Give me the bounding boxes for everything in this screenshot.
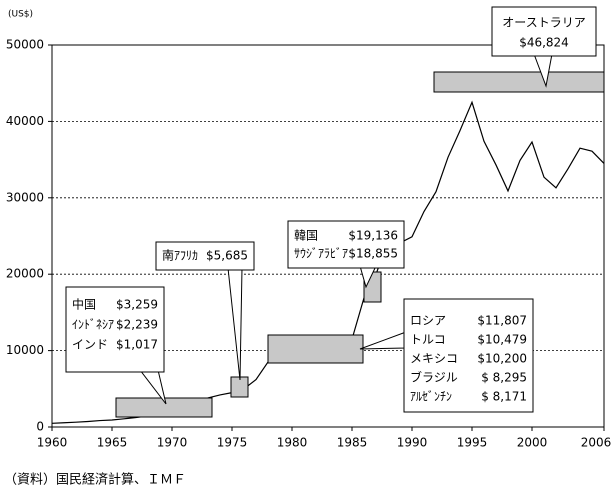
callout-name: メキシコ — [410, 352, 458, 366]
callout-value: $19,136 — [348, 229, 398, 243]
callout-name: ｱﾙｾﾞﾝﾁﾝ — [410, 390, 452, 404]
callout-value: $ 8,171 — [481, 390, 527, 404]
callout-box — [287, 220, 405, 269]
callout-value: $3,259 — [116, 298, 158, 312]
callout-name: 韓国 — [294, 229, 318, 243]
callout-value: $2,239 — [116, 318, 158, 332]
x-tick-label: 1965 — [97, 436, 128, 450]
y-tick-label: 10000 — [6, 343, 44, 357]
callout-name: オーストラリア — [502, 16, 585, 30]
x-tick-label: 1995 — [457, 436, 488, 450]
y-tick-label: 0 — [36, 420, 44, 434]
x-tick-label: 1985 — [337, 436, 368, 450]
callout-value: $18,855 — [348, 247, 398, 261]
x-tick-label: 1980 — [277, 436, 308, 450]
callout-box — [65, 286, 165, 373]
callout-name: 南ｱﾌﾘｶ — [162, 248, 198, 263]
x-tick-label: 2000 — [517, 436, 548, 450]
callout-value: $5,685 — [206, 249, 248, 263]
x-tick-label: 1990 — [397, 436, 428, 450]
callout-value: $ 8,295 — [481, 371, 527, 385]
callout-value: $1,017 — [116, 338, 158, 352]
callout-name: トルコ — [410, 333, 446, 347]
y-tick-label: 30000 — [6, 190, 44, 204]
callout-box — [491, 6, 597, 57]
callout-value: $10,479 — [477, 333, 527, 347]
x-tick-label: 1975 — [217, 436, 248, 450]
callout-value: $10,200 — [477, 352, 527, 366]
y-tick-label: 20000 — [6, 267, 44, 281]
callout-name: ｻｳｼﾞｱﾗﾋﾞｱ — [294, 247, 348, 261]
unit-label: (US$) — [8, 10, 33, 20]
x-tick-label: 1970 — [157, 436, 188, 450]
range-box — [433, 71, 605, 93]
y-tick-label: 50000 — [6, 38, 44, 52]
callout-name: 中国 — [72, 297, 96, 312]
callout-name: ロシア — [410, 314, 446, 328]
callout-box — [403, 298, 534, 413]
plot-frame — [51, 44, 605, 428]
source-note: （資料）国民経済計算、ＩＭＦ — [4, 472, 186, 488]
callout-name: ブラジル — [410, 370, 458, 385]
y-tick-label: 40000 — [6, 114, 44, 128]
pointer — [359, 331, 407, 350]
callout-name: インド — [72, 338, 108, 352]
range-box — [267, 334, 364, 364]
callout-value: $11,807 — [477, 314, 527, 328]
x-tick-label: 1960 — [37, 436, 68, 450]
x-tick-label: 2006 — [581, 436, 612, 450]
callout-name: ｲﾝﾄﾞﾈｼｱ — [72, 318, 114, 332]
pointer — [227, 267, 243, 381]
callout-value: $46,824 — [519, 36, 569, 50]
callout-box — [155, 241, 255, 271]
